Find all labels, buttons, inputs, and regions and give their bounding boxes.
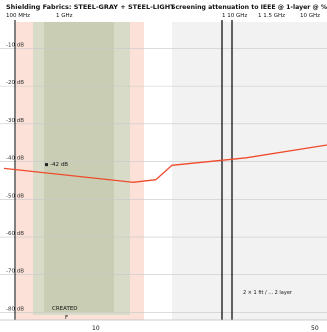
marker-label: -42 dB — [50, 162, 68, 168]
panel-1-xtick-0: 100 MHz — [6, 13, 30, 19]
right-panel-bg — [172, 22, 327, 320]
panel-1-xtick-1: 1 GHz — [56, 13, 73, 19]
panel-2-xtick-2: 10 GHz — [300, 13, 320, 19]
panel-2-bottom-label: 50 — [311, 325, 319, 332]
panel-2-title: Screening attenuation to IEEE @ 1-layer … — [171, 3, 327, 11]
annotation-sub: F — [65, 315, 68, 321]
marker-point — [45, 163, 48, 167]
annotation-label: CREATED — [52, 306, 78, 312]
series-line — [3, 144, 327, 183]
panel-1-bottom-label: 10 — [92, 325, 100, 332]
panel-2-xtick-1: 1 1.5 GHz — [258, 13, 285, 19]
footer-note: 2 × 1 fit / ... 2 layer — [243, 290, 293, 296]
panel-1-title: Shielding Fabrics: STEEL-GRAY + STEEL-LI… — [6, 3, 175, 11]
panel-2-xtick-0: 1 10 GHz — [222, 13, 247, 19]
band-olive-inner — [44, 22, 114, 312]
